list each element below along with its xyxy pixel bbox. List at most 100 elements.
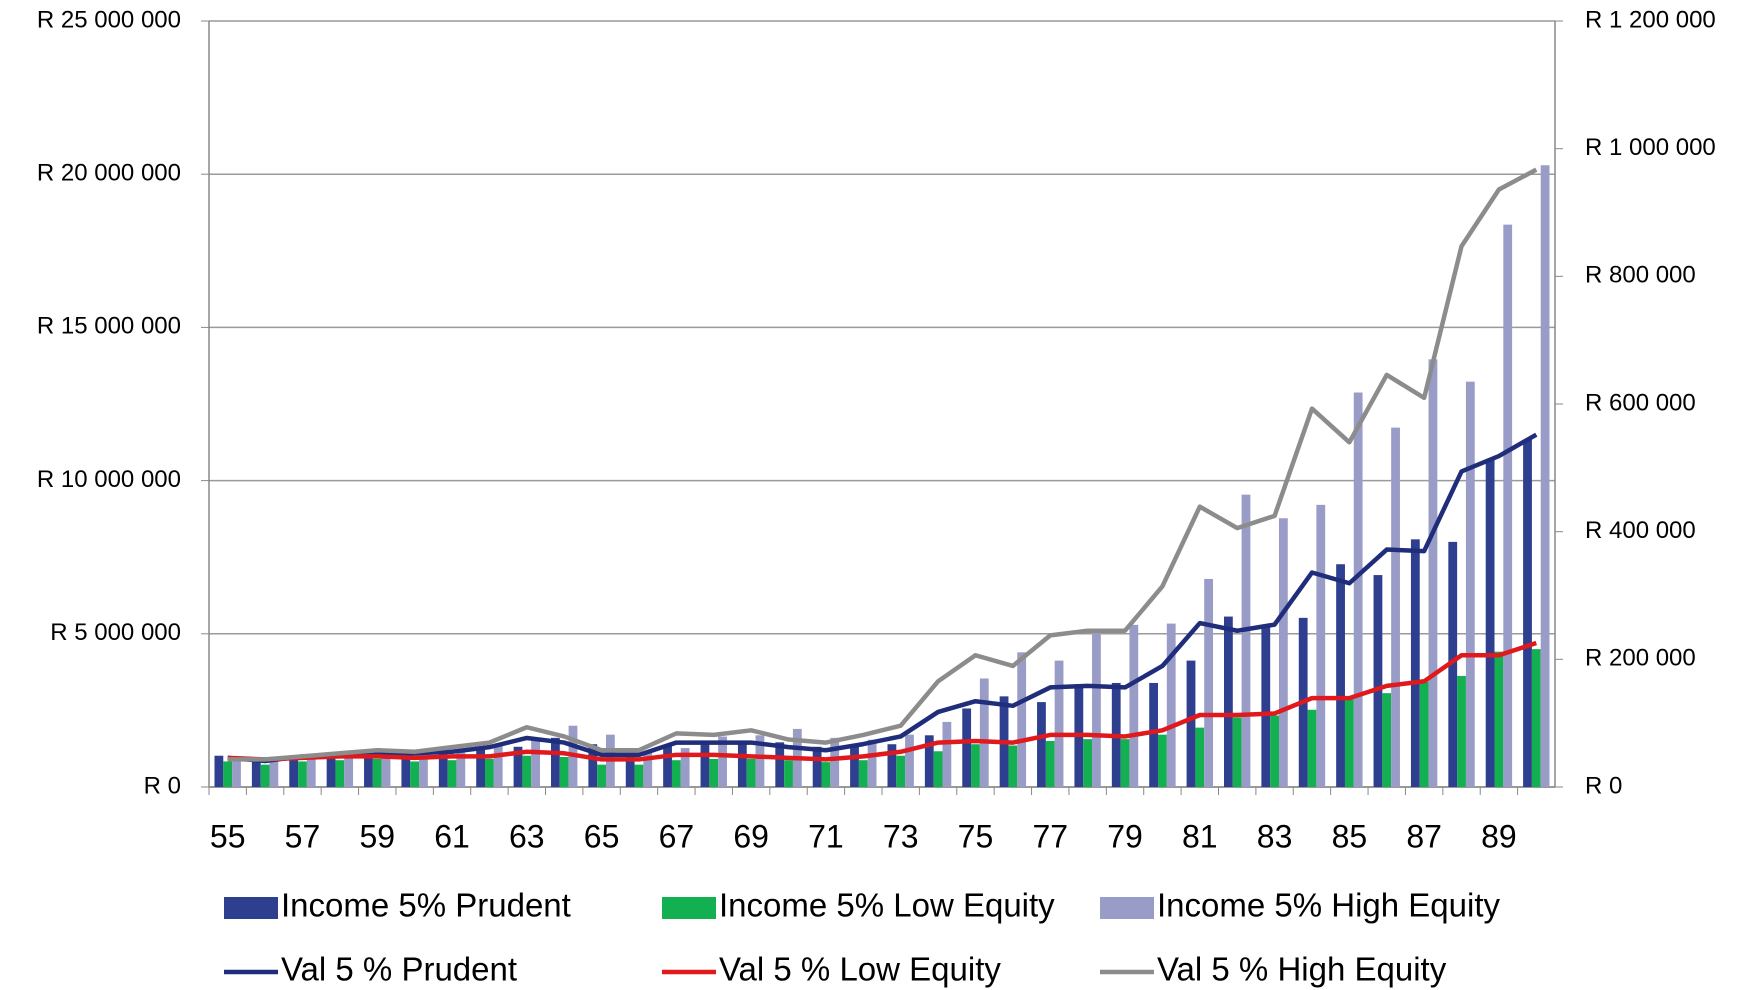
bar xyxy=(214,755,224,787)
x-tick-label: 83 xyxy=(1257,818,1293,854)
bar xyxy=(1428,359,1438,787)
bar xyxy=(1166,623,1176,787)
bar xyxy=(812,746,822,787)
bar xyxy=(887,744,897,787)
bar xyxy=(401,755,411,787)
y-tick-label: R 5 000 000 xyxy=(50,619,181,646)
x-tick-label: 73 xyxy=(883,818,919,854)
bar xyxy=(1391,427,1400,787)
bar xyxy=(663,745,672,787)
bar xyxy=(1270,715,1279,787)
bar xyxy=(1204,578,1214,787)
bar xyxy=(1120,739,1130,787)
bar xyxy=(1232,717,1242,787)
bar xyxy=(1241,494,1251,787)
legend-label: Val 5 % High Equity xyxy=(1157,951,1447,988)
bar xyxy=(456,749,466,787)
bar xyxy=(858,760,868,787)
bar xyxy=(962,708,972,787)
bar xyxy=(1054,660,1064,787)
bar xyxy=(559,756,569,787)
legend-label: Val 5 % Low Equity xyxy=(719,951,1001,988)
x-tick-label: 67 xyxy=(659,818,695,854)
bar xyxy=(1017,652,1027,787)
bar xyxy=(588,744,598,787)
bar xyxy=(269,760,279,787)
bar xyxy=(531,737,541,787)
bar xyxy=(1092,632,1101,787)
bar xyxy=(419,753,428,787)
y2-tick-label: R 600 000 xyxy=(1585,389,1696,416)
x-tick-label: 65 xyxy=(584,818,620,854)
bar xyxy=(372,758,382,787)
bar xyxy=(335,760,345,787)
bar xyxy=(671,760,681,787)
bar xyxy=(1261,626,1271,787)
bar xyxy=(1336,564,1345,787)
bar xyxy=(1419,681,1429,787)
bar xyxy=(1503,224,1513,788)
line xyxy=(227,432,1538,764)
x-tick-label: 55 xyxy=(210,818,246,854)
bar xyxy=(1129,624,1139,787)
bar xyxy=(746,758,756,787)
bar xyxy=(1083,739,1093,787)
bar xyxy=(1448,541,1458,787)
y-tick-label: R 15 000 000 xyxy=(37,313,181,340)
bar xyxy=(1353,392,1363,787)
bar xyxy=(830,737,840,787)
y2-tick-label: R 200 000 xyxy=(1585,645,1696,672)
bar xyxy=(850,745,859,787)
x-tick-label: 57 xyxy=(285,818,321,854)
bar xyxy=(522,755,532,787)
bar xyxy=(326,755,336,787)
bar xyxy=(942,721,952,787)
x-tick-label: 81 xyxy=(1182,818,1218,854)
x-tick-label: 63 xyxy=(509,818,545,854)
bar xyxy=(493,745,503,787)
bar xyxy=(438,751,448,787)
bar xyxy=(232,760,241,787)
bar xyxy=(223,761,233,787)
bar xyxy=(709,758,719,787)
y2-tick-label: R 800 000 xyxy=(1585,262,1696,289)
x-tick-label: 71 xyxy=(808,818,844,854)
bar xyxy=(1008,745,1018,787)
x-tick-label: 61 xyxy=(434,818,470,854)
bar xyxy=(364,754,373,787)
bar xyxy=(550,737,560,787)
bar xyxy=(924,735,934,787)
bar xyxy=(784,760,793,787)
x-tick-label: 77 xyxy=(1032,818,1068,854)
bar xyxy=(513,746,523,787)
bar xyxy=(1344,696,1354,787)
bar xyxy=(260,764,270,787)
bar xyxy=(1037,702,1046,787)
bar xyxy=(1410,539,1420,787)
y-tick-label: R 0 xyxy=(144,772,181,799)
y-tick-label: R 20 000 000 xyxy=(37,160,181,187)
bar xyxy=(597,764,606,787)
bar xyxy=(1278,518,1288,787)
legend-label: Val 5 % Prudent xyxy=(281,951,517,988)
bar xyxy=(1457,675,1466,787)
bar xyxy=(775,742,785,787)
bar xyxy=(1494,651,1504,787)
x-tick-label: 69 xyxy=(733,818,769,854)
y2-tick-label: R 0 xyxy=(1585,772,1622,799)
bar xyxy=(896,755,906,787)
bar xyxy=(625,756,635,787)
y2-tick-label: R 1 200 000 xyxy=(1585,6,1716,33)
x-tick-label: 85 xyxy=(1332,818,1368,854)
bar xyxy=(1465,381,1475,787)
bar xyxy=(718,736,727,787)
bar xyxy=(1382,693,1392,787)
bar xyxy=(1316,504,1326,787)
bar xyxy=(1523,439,1532,787)
bar xyxy=(1186,660,1196,787)
line xyxy=(227,640,1538,762)
bar xyxy=(680,748,690,787)
bar xyxy=(700,743,710,787)
legend-swatch xyxy=(224,897,278,919)
